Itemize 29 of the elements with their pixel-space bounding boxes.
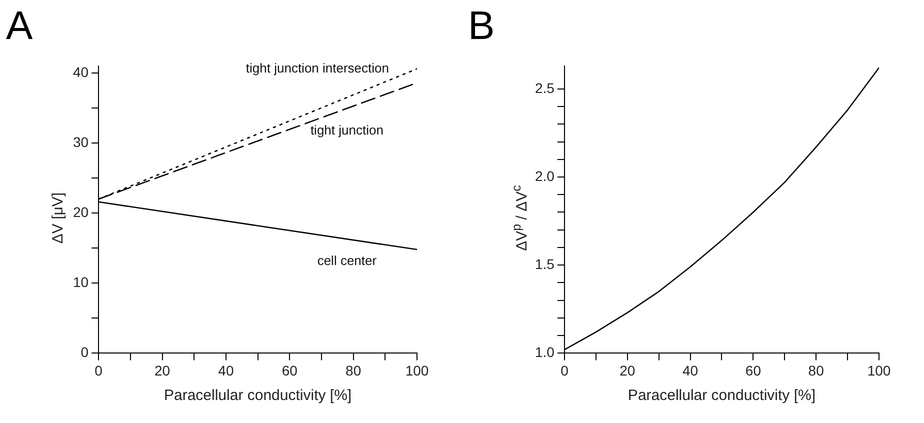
y-tick-label: 1.0 [534, 344, 555, 360]
x-axis-title: Paracellular conductivity [%] [164, 387, 352, 404]
x-tick-label: 0 [94, 362, 103, 378]
y-tick-label: 30 [72, 134, 89, 150]
series-label: cell center [317, 253, 378, 268]
y-axis-title: ΔV [μV] [50, 192, 66, 244]
y-tick-label: 10 [72, 274, 89, 290]
chart-title: A [6, 4, 33, 49]
x-tick-label: 60 [745, 362, 762, 378]
y-tick-label: 20 [72, 204, 89, 220]
x-tick-label: 0 [560, 362, 569, 378]
x-tick-label: 40 [682, 362, 698, 378]
y-tick-label: 2.0 [534, 168, 555, 184]
x-tick-label: 40 [218, 362, 234, 378]
x-tick-label: 20 [620, 362, 636, 378]
x-tick-label: 20 [154, 362, 170, 378]
series-label: tight junction intersection [246, 60, 389, 76]
y-tick-label: 1.5 [534, 256, 555, 272]
y-tick-label: 0 [80, 344, 89, 360]
x-tick-label: 80 [346, 362, 362, 378]
x-tick-label: 60 [282, 362, 298, 378]
series-label: tight junction [310, 122, 384, 138]
x-tick-label: 100 [405, 362, 429, 378]
chart-title: B [468, 4, 495, 49]
x-axis-title: Paracellular conductivity [%] [628, 387, 816, 404]
x-tick-label: 80 [808, 362, 824, 378]
y-tick-label: 40 [72, 64, 89, 80]
y-tick-label: 2.5 [534, 80, 555, 96]
x-tick-label: 100 [867, 362, 891, 378]
